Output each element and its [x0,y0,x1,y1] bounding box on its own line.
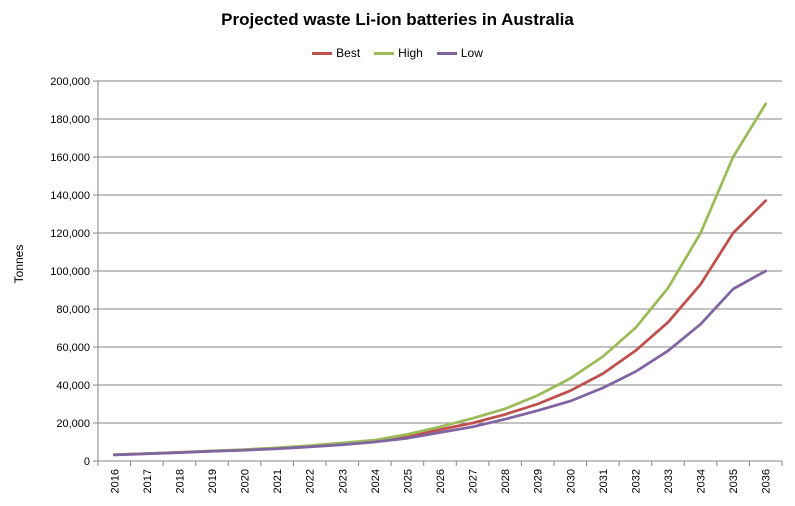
x-tick-label: 2029 [533,469,545,493]
x-tick-label: 2034 [696,469,708,493]
x-tick-label: 2028 [500,469,512,493]
y-tick-label: 160,000 [50,152,90,164]
x-tick-label: 2032 [630,469,642,493]
x-tick-label: 2024 [370,469,382,493]
y-tick-label: 60,000 [56,342,90,354]
legend-swatch-low [436,51,457,55]
x-tick-label: 2026 [435,469,447,493]
series-line-high [112,102,768,457]
x-tick-label: 2025 [402,469,414,493]
y-tick-label: 200,000 [50,76,90,88]
y-axis-title: Tonnes [12,245,26,284]
y-tick-label: 100,000 [50,266,90,278]
x-tick-label: 2022 [305,469,317,493]
legend: Best High Low [0,46,795,60]
grid-lines [98,80,782,424]
x-tick-label: 2030 [565,469,577,493]
x-tick-label: 2023 [337,469,349,493]
x-tick-label: 2027 [468,469,480,493]
x-tick-label: 2019 [207,469,219,493]
x-tick-label: 2031 [598,469,610,493]
x-tick-label: 2035 [728,469,740,493]
x-tick-label: 2020 [240,469,252,493]
legend-item-low: Low [436,46,483,60]
y-tick-label: 20,000 [56,418,90,430]
x-tick-label: 2016 [109,469,121,493]
y-tick-label: 40,000 [56,380,90,392]
legend-label-low: Low [460,46,483,60]
series-lines [112,102,768,457]
legend-swatch-best [312,51,333,55]
y-tick-label: 120,000 [50,228,90,240]
x-tick-label: 2021 [272,469,284,493]
tick-labels: 0 20,000 40,000 60,000 80,000 100,000 120,000 1… [50,76,772,493]
y-tick-label: 80,000 [56,304,90,316]
legend-swatch-high [374,51,395,55]
chart-title: Projected waste Li-ion batteries in Aust… [221,10,574,29]
y-tick-label: 0 [84,456,90,468]
legend-label-best: Best [336,46,361,60]
legend-item-best: Best [312,46,360,60]
series-line-low [112,269,768,457]
y-tick-label: 180,000 [50,114,90,126]
x-tick-label: 2036 [761,469,773,493]
axes [93,80,783,466]
series-line-best [112,199,768,457]
x-tick-label: 2018 [174,469,186,493]
x-tick-label: 2033 [663,469,675,493]
legend-item-high: High [374,46,423,60]
x-tick-label: 2017 [142,469,154,493]
y-tick-label: 140,000 [50,190,90,202]
legend-label-high: High [398,46,423,60]
